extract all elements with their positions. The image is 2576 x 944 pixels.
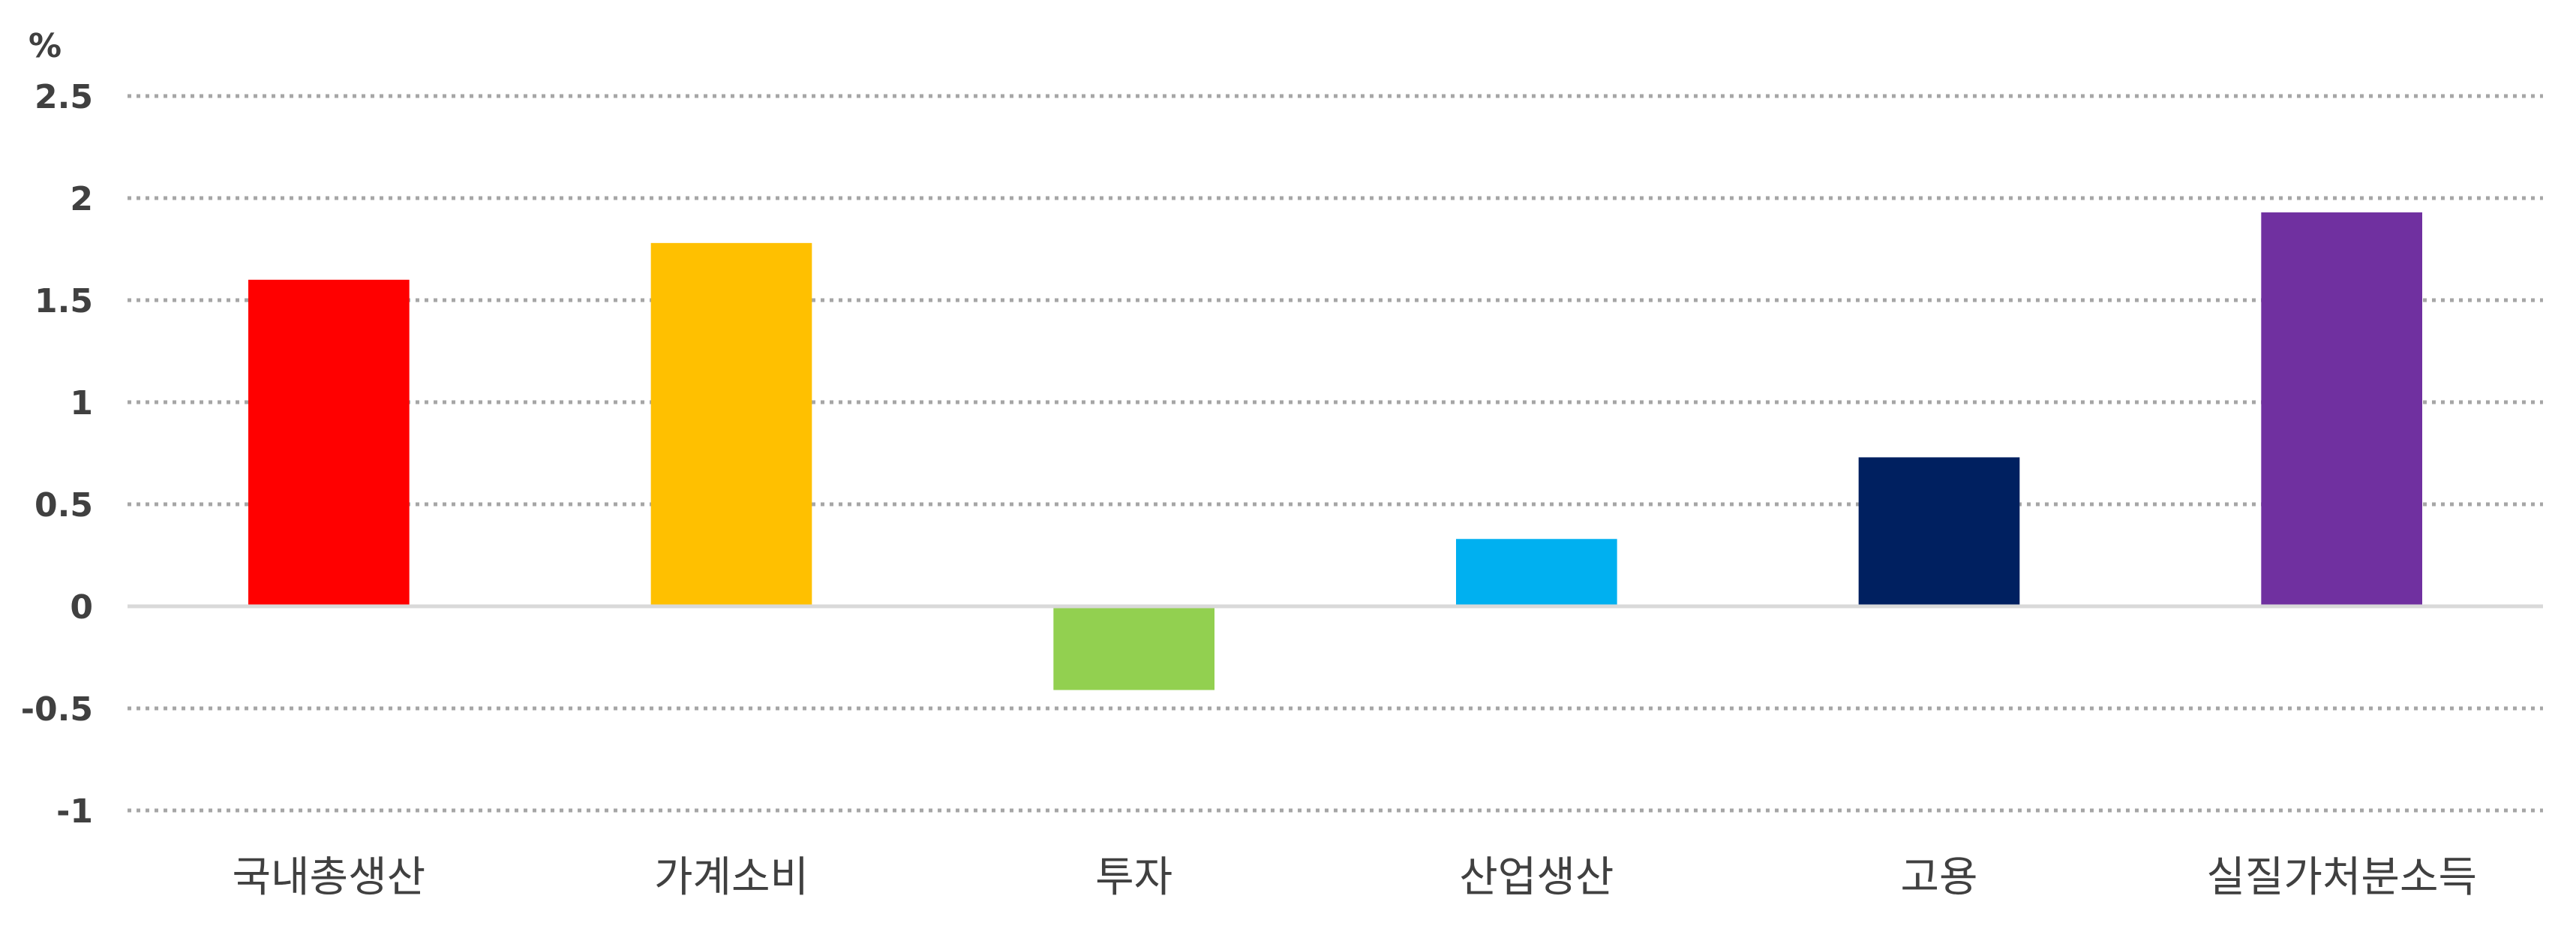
y-tick-label: 1 [70,384,93,422]
x-axis-category-labels: 국내총생산 가계소비 투자 산업생산 고용 실질가처분소득 [233,853,2477,902]
category-label: 산업생산 [1459,853,1614,902]
category-label: 고용 [1900,853,1977,902]
y-axis-unit-label: % [29,27,62,65]
bars [248,212,2422,690]
bar-4 [1456,539,1617,606]
bar-5 [1858,457,2020,606]
y-tick-label: 0.5 [35,486,93,525]
gridlines [128,94,2543,813]
bar-1 [248,279,410,606]
y-axis-ticks: 2.5 2 1.5 1 0.5 0 -0.5 -1 [21,78,93,831]
y-tick-label: 2 [70,180,93,218]
category-label: 투자 [1095,853,1172,902]
bar-6 [2261,212,2422,606]
category-label: 실질가처분소득 [2206,853,2477,902]
category-label: 국내총생산 [233,853,426,902]
y-tick-label: 0 [70,588,93,627]
bar-2 [650,242,812,606]
y-tick-label: -1 [56,792,93,831]
y-tick-label: 2.5 [35,78,93,116]
y-tick-label: -0.5 [21,690,93,729]
category-label: 가계소비 [654,853,809,902]
bar-3 [1053,606,1214,690]
y-tick-label: 1.5 [35,282,93,320]
